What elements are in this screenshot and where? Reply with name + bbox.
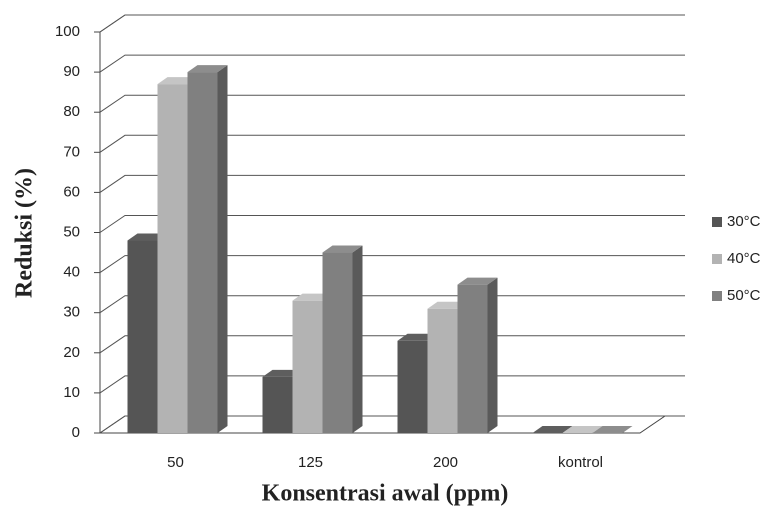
y-axis-title: Reduksi (%): [12, 168, 38, 298]
legend-label: 50°C: [727, 287, 761, 304]
bar-top: [187, 65, 228, 73]
x-tick-label: 50: [167, 454, 184, 471]
bar: [187, 65, 228, 433]
bar: [457, 277, 498, 433]
legend-swatch: [712, 291, 722, 301]
y-tick-label: 10: [63, 384, 80, 401]
bar-front: [457, 284, 488, 433]
bar: [322, 245, 363, 433]
bar-front: [397, 340, 428, 433]
grid-line: [99, 215, 685, 233]
x-tick-label: 200: [433, 454, 458, 471]
bar-top: [322, 245, 363, 253]
bar-top: [592, 426, 633, 433]
x-tick-label: kontrol: [558, 454, 603, 471]
grid-line: [99, 415, 685, 434]
bar-top: [532, 426, 573, 433]
grid-line: [99, 255, 685, 274]
grid-line: [99, 54, 685, 73]
bar: [532, 426, 573, 433]
grid-line: [99, 335, 685, 354]
bar-front: [262, 376, 293, 433]
grid-line: [99, 174, 685, 193]
bar-top: [457, 277, 498, 285]
x-axis-title: Konsentrasi awal (ppm): [262, 481, 509, 507]
bar-side: [487, 277, 498, 433]
legend-swatch: [712, 254, 722, 264]
legend-swatch: [712, 217, 722, 227]
legend-label: 40°C: [727, 250, 761, 267]
bar-top: [562, 426, 603, 433]
x-tick-label: 125: [298, 454, 323, 471]
bar: [562, 426, 603, 433]
bar-front: [187, 72, 218, 433]
y-tick-label: 90: [63, 63, 80, 80]
bar-front: [127, 240, 158, 433]
bar-front: [427, 308, 458, 433]
bar: [592, 426, 633, 433]
bar-side: [352, 245, 363, 433]
y-tick-label: 20: [63, 344, 80, 361]
grid-line: [99, 134, 685, 153]
y-tick-label: 80: [63, 103, 80, 120]
y-tick-label: 100: [55, 23, 80, 40]
grid-line: [99, 94, 685, 113]
y-tick-label: 0: [72, 424, 80, 441]
grid-line: [99, 14, 685, 33]
bar-side: [217, 65, 228, 433]
y-tick-label: 50: [63, 223, 80, 240]
y-tick-label: 60: [63, 183, 80, 200]
legend-label: 30°C: [727, 213, 761, 230]
y-tick-label: 40: [63, 264, 80, 281]
bar-front: [157, 84, 188, 433]
y-tick-label: 70: [63, 143, 80, 160]
grid-line: [99, 295, 685, 314]
bar-front: [322, 252, 353, 433]
y-tick-label: 30: [63, 304, 80, 321]
bar-front: [292, 300, 323, 433]
grid-line: [99, 375, 685, 394]
